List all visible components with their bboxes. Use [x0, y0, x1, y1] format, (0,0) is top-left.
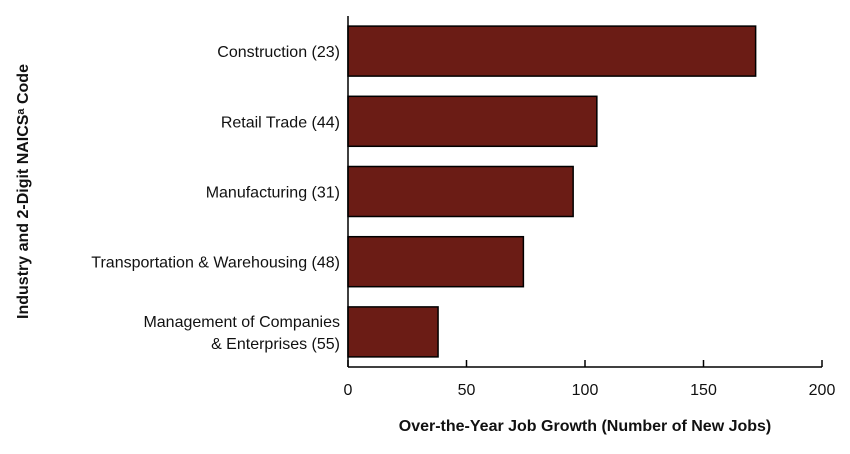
x-tick-label: 0: [344, 382, 353, 399]
category-label-line: Transportation & Warehousing (48): [91, 255, 340, 272]
x-ticks: 0 50 100 150 200: [344, 360, 836, 399]
category-labels: Construction (23) Retail Trade (44) Manufa…: [91, 44, 340, 353]
x-tick-label: 150: [690, 382, 717, 399]
category-label-2: Manufacturing (31): [206, 185, 340, 202]
category-label-line: Construction (23): [217, 44, 340, 61]
bar-4: [347, 306, 439, 358]
y-axis-title: Industry and 2-Digit NAICSᵃ Code: [15, 64, 32, 319]
bar-2: [347, 165, 574, 218]
category-label-line: & Enterprises (55): [211, 336, 340, 353]
bars-group: [347, 25, 757, 358]
category-label-line: Management of Companies: [143, 314, 340, 331]
x-tick-label: 200: [809, 382, 836, 399]
x-axis-title: Over-the-Year Job Growth (Number of New …: [399, 418, 772, 435]
x-tick-label: 100: [572, 382, 599, 399]
category-label-line: Manufacturing (31): [206, 185, 340, 202]
category-label-line: Retail Trade (44): [221, 114, 340, 131]
category-label-1: Retail Trade (44): [221, 114, 340, 131]
bar-3: [347, 235, 525, 288]
x-tick-label: 50: [458, 382, 476, 399]
category-label-3: Transportation & Warehousing (48): [91, 255, 340, 272]
bar-0: [347, 25, 757, 77]
category-label-4: Management of Companies & Enterprises (55…: [143, 314, 340, 353]
bar-1: [347, 95, 598, 148]
category-label-0: Construction (23): [217, 44, 340, 61]
